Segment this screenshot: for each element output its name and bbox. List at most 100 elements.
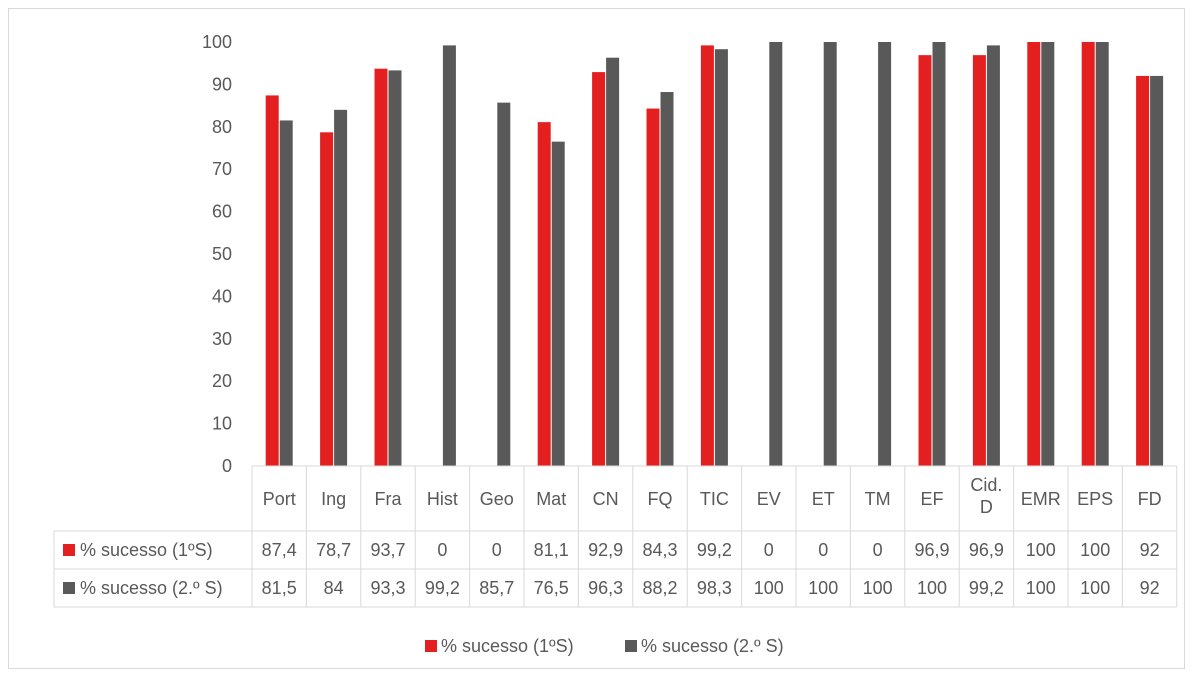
table-cell-value: 99,2 [425,578,460,598]
table-cell-value: 100 [863,578,893,598]
bar-series2 [279,120,293,466]
y-tick-label: 50 [212,244,232,264]
y-tick-label: 30 [212,329,232,349]
bars [265,42,1164,467]
table-legend-key [63,544,75,556]
legend-key [425,640,437,652]
bar-series2 [334,109,348,466]
table-cell-value: 100 [1026,578,1056,598]
x-tick-label: Cid. D [970,475,1002,517]
bar-series2 [714,49,728,466]
bar-series1 [972,55,986,466]
table-cell-value: 96,3 [588,578,623,598]
table-cell-value: 93,7 [370,540,405,560]
table-legend-key [63,582,75,594]
x-tick-label: CN [593,489,619,509]
x-tick-label: Ing [321,489,346,509]
bar-series2 [932,42,946,466]
legend-label: % sucesso (1ºS) [441,636,574,656]
bar-series1 [374,68,388,466]
x-tick-label: EV [757,489,781,509]
bar-series2 [660,92,674,467]
table-cell-value: 96,9 [914,540,949,560]
table-cell-value: 92 [1140,578,1160,598]
table-cell-value: 0 [764,540,774,560]
bar-series2 [1150,75,1164,467]
table-cell-value: 99,2 [697,540,732,560]
table-series-name: % sucesso (2.º S) [80,578,223,598]
table-cell-value: 0 [818,540,828,560]
table-cell-value: 100 [917,578,947,598]
bar-series1 [320,132,334,466]
table-cell-value: 100 [1080,578,1110,598]
x-tick-label: Port [263,489,296,509]
bar-series1 [1136,75,1150,467]
table-cell-value: 76,5 [534,578,569,598]
table-cell-value: 100 [1026,540,1056,560]
table-cell-value: 98,3 [697,578,732,598]
bar-series1 [1027,42,1041,466]
legend-label: % sucesso (2.º S) [641,636,784,656]
bar-series1 [646,108,660,467]
bar-series2 [769,42,783,466]
y-axis: 0 10 20 30 40 50 60 70 80 90 100 [202,32,232,476]
bar-series2 [1041,42,1055,466]
x-tick-label: EF [920,489,943,509]
table-cell-value: 0 [492,540,502,560]
bar-series1 [700,45,714,466]
bar-series2 [497,102,511,466]
y-tick-label: 70 [212,159,232,179]
bar-series2 [606,57,620,467]
y-tick-label: 10 [212,414,232,434]
x-tick-label: EPS [1077,489,1113,509]
y-tick-label: 100 [202,32,232,52]
table-cell-value: 0 [437,540,447,560]
table-cell-value: 78,7 [316,540,351,560]
bar-series2 [388,70,402,467]
bar-series2 [986,45,1000,466]
x-tick-label-line: Cid. [970,475,1002,495]
table-cell-value: 81,5 [262,578,297,598]
x-tick-label: EMR [1021,489,1061,509]
bar-series2 [1095,42,1109,466]
table-cell-value: 92 [1140,540,1160,560]
table-cell-value: 99,2 [969,578,1004,598]
table-cell-value: 96,9 [969,540,1004,560]
table-cell-value: 88,2 [642,578,677,598]
legend-key [625,640,637,652]
x-tick-label: ET [812,489,835,509]
x-tick-label-line: D [980,497,993,517]
y-tick-label: 20 [212,371,232,391]
x-tick-label: Hist [427,489,458,509]
bar-series1 [592,72,606,466]
y-tick-label: 80 [212,117,232,137]
x-tick-label: TIC [700,489,729,509]
table-cell-value: 100 [754,578,784,598]
y-tick-label: 0 [222,456,232,476]
table-cell-value: 81,1 [534,540,569,560]
bar-series1 [537,122,551,467]
bar-series1 [1081,42,1095,466]
bar-series2 [551,141,565,466]
x-tick-label: Geo [480,489,514,509]
legend: % sucesso (1ºS) % sucesso (2.º S) [425,636,784,656]
table-cell-value: 92,9 [588,540,623,560]
bar-series1 [265,95,279,466]
table-cell-value: 93,3 [370,578,405,598]
table-cell-value: 100 [1080,540,1110,560]
x-tick-label: Fra [375,489,403,509]
table-cell-value: 84,3 [642,540,677,560]
x-tick-label: Mat [536,489,566,509]
y-tick-label: 90 [212,74,232,94]
bar-series1 [918,55,932,466]
y-tick-label: 40 [212,286,232,306]
table-cell-value: 84 [324,578,344,598]
data-table: Port Ing Fra Hist Geo Mat CN FQ TIC EV ET TM EF Cid. D… [53,465,1178,608]
x-tick-label: TM [865,489,891,509]
bar-series2 [823,42,837,466]
table-cell-value: 0 [873,540,883,560]
bar-series2 [878,42,892,466]
x-tick-label: FD [1138,489,1162,509]
table-series-name: % sucesso (1ºS) [80,540,213,560]
